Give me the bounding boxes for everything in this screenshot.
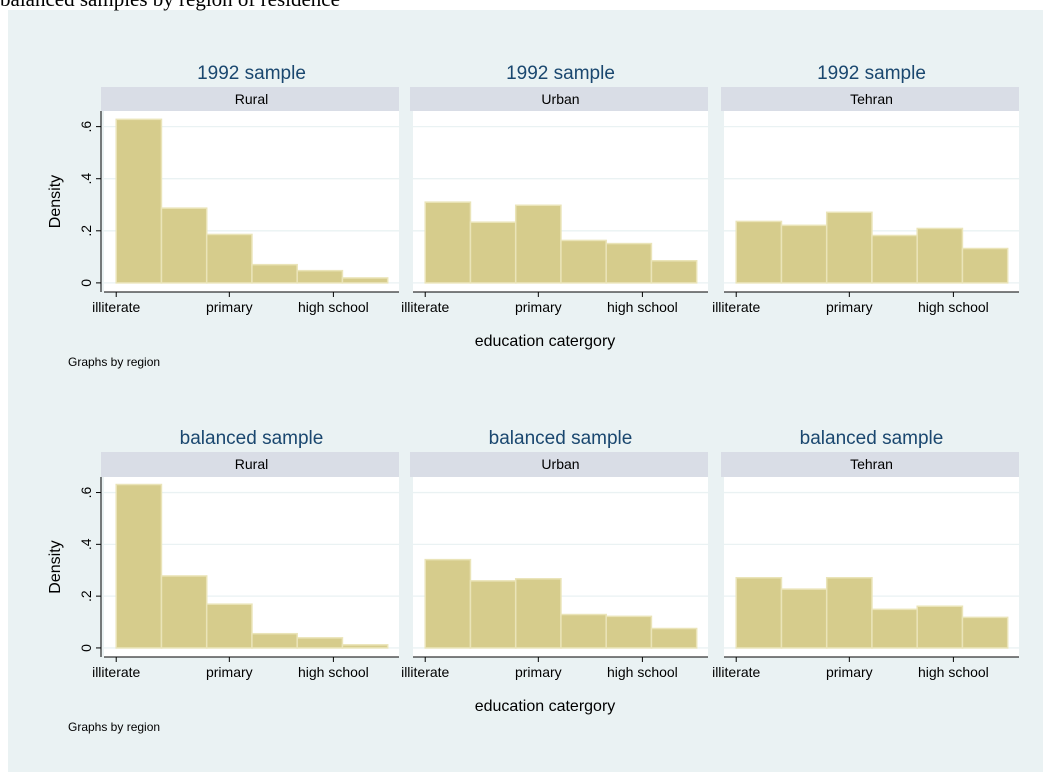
strip bbox=[410, 452, 708, 477]
strip bbox=[721, 87, 1019, 111]
bar bbox=[780, 588, 828, 649]
bar bbox=[735, 220, 783, 284]
bar bbox=[424, 201, 472, 284]
panel-subtitle: Urban bbox=[541, 91, 579, 107]
x-axis-label: education catergory bbox=[475, 333, 616, 350]
x-tick-label: high school bbox=[298, 664, 369, 680]
bar bbox=[160, 207, 208, 284]
strip bbox=[721, 452, 1019, 477]
panel-subtitle: Tehran bbox=[850, 91, 893, 107]
x-tick-label: high school bbox=[607, 299, 678, 315]
bar bbox=[916, 227, 964, 284]
y-axis-label: Density bbox=[47, 540, 64, 593]
bar bbox=[514, 204, 562, 284]
x-tick-label: illiterate bbox=[401, 664, 449, 680]
bar bbox=[160, 575, 208, 649]
x-tick-label: high school bbox=[607, 664, 678, 680]
bar bbox=[205, 233, 253, 284]
y-axis-label: Density bbox=[47, 175, 64, 228]
y-tick-label: 0 bbox=[78, 279, 94, 287]
strip bbox=[101, 87, 399, 111]
bar bbox=[341, 644, 389, 649]
x-tick-label: high school bbox=[298, 299, 369, 315]
panel-title: balanced sample bbox=[489, 428, 633, 449]
bar bbox=[251, 632, 298, 649]
bar bbox=[560, 239, 607, 284]
bar bbox=[296, 269, 344, 284]
y-tick-label: .2 bbox=[78, 225, 94, 237]
x-tick-label: illiterate bbox=[92, 664, 140, 680]
bar bbox=[650, 627, 698, 649]
panel-title: 1992 sample bbox=[817, 63, 926, 84]
bar bbox=[205, 603, 253, 649]
bar bbox=[780, 224, 828, 284]
x-tick-label: illiterate bbox=[401, 299, 449, 315]
bar bbox=[650, 259, 698, 284]
bar bbox=[961, 247, 1009, 284]
panel-subtitle: Rural bbox=[235, 456, 268, 472]
x-tick-label: high school bbox=[918, 299, 989, 315]
x-tick-label: primary bbox=[826, 664, 873, 680]
bar bbox=[424, 558, 472, 649]
x-tick-label: primary bbox=[515, 299, 562, 315]
panel-title: 1992 sample bbox=[506, 63, 615, 84]
panel-subtitle: Rural bbox=[235, 91, 268, 107]
x-tick-label: primary bbox=[826, 299, 873, 315]
panel-subtitle: Tehran bbox=[850, 456, 893, 472]
y-tick-label: .6 bbox=[78, 486, 94, 498]
x-tick-label: illiterate bbox=[712, 664, 760, 680]
y-tick-label: 0 bbox=[78, 644, 94, 652]
bar bbox=[296, 637, 344, 649]
strip bbox=[410, 87, 708, 111]
y-tick-label: .4 bbox=[78, 173, 94, 185]
y-tick-label: .4 bbox=[78, 538, 94, 550]
bar bbox=[251, 263, 298, 284]
x-axis-label: education catergory bbox=[475, 698, 616, 715]
bar bbox=[605, 242, 653, 284]
bar bbox=[916, 605, 964, 649]
bar bbox=[514, 578, 562, 649]
strip bbox=[101, 452, 399, 477]
panel-title: 1992 sample bbox=[197, 63, 306, 84]
panel-title: balanced sample bbox=[180, 428, 324, 449]
x-tick-label: illiterate bbox=[92, 299, 140, 315]
bar bbox=[605, 615, 653, 649]
bar bbox=[469, 221, 517, 284]
bar bbox=[961, 616, 1009, 649]
bar bbox=[735, 576, 783, 649]
x-tick-label: illiterate bbox=[712, 299, 760, 315]
bar bbox=[560, 613, 607, 649]
note: Graphs by region bbox=[68, 720, 160, 734]
bar bbox=[115, 483, 163, 649]
x-tick-label: high school bbox=[918, 664, 989, 680]
x-tick-label: primary bbox=[206, 299, 253, 315]
y-tick-label: .6 bbox=[78, 121, 94, 133]
panel-subtitle: Urban bbox=[541, 456, 579, 472]
bar bbox=[871, 608, 918, 649]
note: Graphs by region bbox=[68, 355, 160, 369]
panel-title: balanced sample bbox=[800, 428, 944, 449]
x-tick-label: primary bbox=[206, 664, 253, 680]
bar bbox=[825, 211, 873, 284]
bar bbox=[115, 118, 163, 284]
bar bbox=[341, 277, 389, 284]
x-tick-label: primary bbox=[515, 664, 562, 680]
bar bbox=[871, 234, 918, 284]
y-tick-label: .2 bbox=[78, 590, 94, 602]
page-title: balanced samples by region of residence bbox=[0, 0, 340, 11]
bar bbox=[469, 580, 517, 649]
bar bbox=[825, 576, 873, 649]
